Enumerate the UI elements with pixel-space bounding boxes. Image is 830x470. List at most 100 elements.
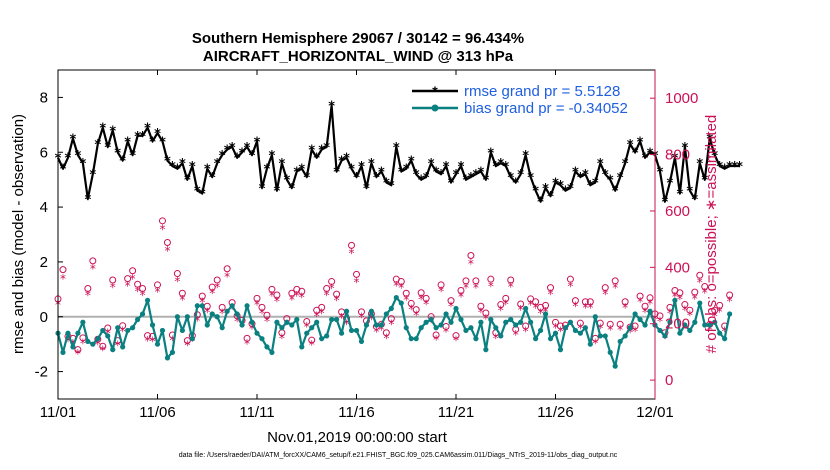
rmse-point: * — [472, 168, 479, 183]
obs-possible-point — [89, 257, 97, 265]
obs-assimilated-point: * — [324, 288, 330, 302]
rmse-point: * — [716, 160, 723, 175]
bias-point — [592, 314, 598, 320]
rmse-point: * — [338, 154, 345, 169]
obs-possible-point — [711, 306, 719, 314]
bias-point — [254, 330, 260, 336]
bias-point — [443, 311, 449, 317]
obs-assimilated-point: * — [548, 287, 554, 301]
obs-possible-point — [318, 303, 326, 311]
y-tick-label: 2 — [40, 254, 48, 271]
rmse-point: * — [209, 171, 216, 186]
bias-point — [403, 325, 409, 331]
obs-assimilated-point: * — [150, 335, 156, 349]
bias-point — [274, 319, 280, 325]
obs-possible-point — [641, 302, 649, 310]
obs-assimilated-point: * — [528, 298, 534, 312]
rmse-point: * — [577, 171, 584, 186]
bias-point — [378, 322, 384, 328]
rmse-point: * — [632, 146, 639, 161]
obs-assimilated-point: * — [632, 324, 638, 338]
obs-assimilated-point: * — [697, 275, 703, 289]
obs-assimilated-point: * — [612, 281, 618, 295]
obs-assimilated-point: * — [209, 287, 215, 301]
rmse-point: * — [572, 165, 579, 180]
bias-point — [60, 349, 66, 355]
obs-assimilated-point: * — [309, 338, 315, 352]
rmse-point: * — [219, 149, 226, 164]
obs-possible-point — [163, 239, 171, 247]
obs-assimilated-point: * — [214, 281, 220, 295]
bias-point — [428, 316, 434, 323]
bias-point — [209, 311, 215, 317]
bias-point — [498, 333, 504, 339]
obs-possible-point — [696, 271, 704, 279]
rmse-point: * — [144, 122, 151, 137]
obs-assimilated-point: * — [164, 244, 170, 258]
rmse-point: * — [408, 154, 415, 169]
rmse-point: * — [398, 165, 405, 180]
rmse-line — [56, 104, 740, 203]
bias-point — [483, 347, 489, 353]
rmse-point: * — [567, 182, 574, 197]
bias-point — [408, 336, 414, 342]
rmse-point: * — [184, 174, 191, 189]
rmse-point: * — [517, 168, 524, 183]
legend: * rmse grand pr = 5.5128 bias grand pr =… — [412, 83, 628, 117]
obs-possible-point — [482, 309, 490, 317]
obs-assimilated-point: * — [712, 309, 718, 323]
rmse-point: * — [348, 163, 355, 178]
rmse-point: * — [657, 165, 664, 180]
rmse-point: * — [512, 176, 519, 191]
x-tick-label: 11/01 — [40, 404, 76, 421]
rmse-point: * — [134, 130, 141, 145]
obs-possible-point — [323, 284, 331, 292]
rmse-point: * — [129, 149, 136, 164]
obs-possible-point — [298, 287, 306, 295]
rmse-point: * — [264, 163, 271, 178]
bias-point — [319, 336, 325, 342]
rmse-point: * — [502, 160, 509, 175]
obs-possible-point — [74, 346, 82, 354]
obs-assimilated-point: * — [538, 306, 544, 320]
bias-point — [95, 336, 101, 342]
rmse-point: * — [358, 160, 365, 175]
obs-assimilated-point: * — [642, 305, 648, 319]
obs-assimilated-point: * — [219, 306, 225, 320]
obs-assimilated-point: * — [408, 303, 414, 317]
bias-point — [622, 333, 628, 339]
obs-assimilated-point: * — [508, 280, 514, 294]
bias-point — [577, 330, 583, 336]
bias-point — [562, 325, 569, 331]
obs-assimilated-point: * — [344, 318, 350, 332]
rmse-point: * — [169, 160, 176, 175]
bias-point — [338, 330, 345, 336]
obs-assimilated-point: * — [279, 331, 285, 345]
bias-point — [269, 349, 275, 355]
bias-point — [348, 327, 355, 334]
obs-possible-point — [263, 311, 271, 319]
obs-assimilated-point: * — [174, 274, 180, 288]
rmse-point: * — [448, 176, 455, 191]
bias-point — [239, 322, 245, 328]
obs-assimilated-point: * — [349, 247, 355, 261]
bias-point — [468, 325, 474, 331]
obs-assimilated-point: * — [463, 281, 469, 295]
obs-assimilated-point: * — [423, 297, 429, 311]
obs-assimilated-point: * — [682, 304, 688, 318]
rmse-point: * — [642, 152, 649, 167]
rmse-point: * — [378, 165, 385, 180]
rmse-point: * — [582, 168, 589, 183]
obs-assimilated-point: * — [60, 272, 66, 286]
rmse-point: * — [423, 171, 430, 186]
bias-point — [214, 314, 220, 320]
obs-possible-point — [502, 294, 510, 302]
bias-point — [130, 325, 136, 331]
rmse-point: * — [458, 160, 465, 175]
bias-point — [244, 303, 250, 309]
bias-point — [423, 319, 429, 325]
obs-possible-point — [139, 284, 147, 292]
rmse-point: * — [587, 179, 594, 194]
bias-point — [309, 325, 315, 331]
obs-assimilated-point: * — [722, 324, 728, 338]
